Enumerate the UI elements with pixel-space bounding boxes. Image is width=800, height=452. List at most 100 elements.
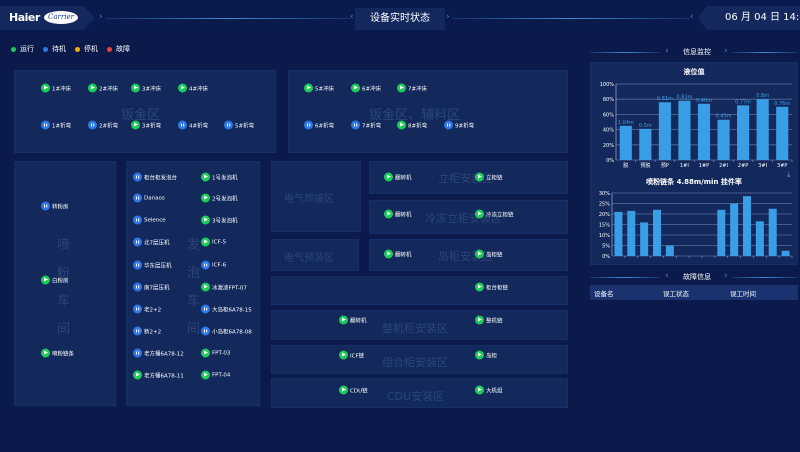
bar xyxy=(627,210,636,256)
device-upright[interactable]: 翻转机 xyxy=(384,172,412,182)
device-foam[interactable]: 小岛柜6A78-08 xyxy=(201,326,252,336)
pause-icon xyxy=(201,260,210,270)
device-foam[interactable]: 华东层压机 xyxy=(133,260,172,270)
device-foam[interactable]: ICF-6 xyxy=(201,260,226,270)
device-foam[interactable]: 老2+2 xyxy=(133,304,162,314)
device-foam[interactable]: Danaos xyxy=(133,193,165,203)
play-icon xyxy=(384,209,393,219)
device-label: 老2+2 xyxy=(144,307,162,313)
device-combo[interactable]: 岛柜 xyxy=(475,350,497,360)
blue-dot-icon xyxy=(43,46,48,52)
pause-icon xyxy=(178,120,187,130)
device-whole[interactable]: 整机链 xyxy=(475,315,503,325)
y-tick-label: 25% xyxy=(599,202,610,208)
device-upright[interactable]: 立柜链 xyxy=(475,172,503,182)
monitor-title: 信息监控 xyxy=(683,48,711,56)
status-legend: 运行 待机 停机 故障 xyxy=(11,44,130,54)
pause-icon xyxy=(133,193,142,203)
play-icon xyxy=(201,237,210,247)
zone-label: 钣金区 xyxy=(121,108,161,123)
device-label: ICF-5 xyxy=(212,239,227,245)
device-sheet_metal[interactable]: 2#冲床 xyxy=(88,83,118,93)
device-sheet_aux[interactable]: 9#折弯 xyxy=(444,120,474,130)
device-foam[interactable]: 大岛柜6A78-15 xyxy=(201,304,252,314)
zone-label: 间 xyxy=(187,322,201,337)
play-icon xyxy=(201,370,210,380)
device-sheet_metal[interactable]: 3#折弯 xyxy=(131,120,161,130)
device-powder[interactable]: 喷粉链条 xyxy=(41,348,75,358)
device-island[interactable]: 翻转机 xyxy=(384,249,412,259)
device-foam[interactable]: 新2+2 xyxy=(133,326,161,336)
device-counter[interactable]: 柜台柜链 xyxy=(475,282,508,292)
y-tick-label: 30% xyxy=(599,191,610,197)
bar xyxy=(743,196,751,256)
device-sheet_aux[interactable]: 7#冲床 xyxy=(397,83,427,93)
chevron-right-icon: › xyxy=(724,46,728,56)
device-label: 5#折弯 xyxy=(235,123,255,129)
device-label: 转粉房 xyxy=(52,204,69,210)
device-sheet_metal[interactable]: 4#折弯 xyxy=(178,120,208,130)
device-powder[interactable]: 白粉房 xyxy=(41,275,69,285)
play-icon xyxy=(41,275,50,285)
device-foam[interactable]: 北7层压机 xyxy=(133,237,170,247)
device-foam[interactable]: 2号发泡机 xyxy=(201,193,238,203)
device-island[interactable]: 岛柜链 xyxy=(475,249,503,259)
data-label: 0.5m xyxy=(639,123,652,129)
column-header: 设备名 xyxy=(594,289,614,298)
device-sheet_metal[interactable]: 3#冲床 xyxy=(131,83,161,93)
x-tick-label: 预P xyxy=(661,162,669,169)
device-cdu[interactable]: CDU链 xyxy=(339,385,368,395)
device-foam[interactable]: 老方桶6A78-12 xyxy=(133,348,184,358)
device-foam[interactable]: FPT-03 xyxy=(201,348,230,358)
device-label: 岛柜链 xyxy=(486,252,503,258)
device-foam[interactable]: FPT-04 xyxy=(201,370,230,380)
divider xyxy=(106,18,351,19)
device-sheet_aux[interactable]: 7#折弯 xyxy=(351,120,381,130)
device-sheet_aux[interactable]: 8#折弯 xyxy=(397,120,427,130)
device-foam[interactable]: 柜台柜发泡台 xyxy=(133,172,177,182)
device-foam[interactable]: 南7层压机 xyxy=(133,282,170,292)
bar xyxy=(730,203,739,256)
zone-label: 整机柜安装区 xyxy=(382,322,448,335)
device-sheet_metal[interactable]: 2#折弯 xyxy=(88,120,118,130)
device-combo[interactable]: ICF链 xyxy=(339,350,364,360)
device-cdu[interactable]: 大机组 xyxy=(475,385,503,395)
download-icon[interactable]: ⤓ xyxy=(787,170,791,179)
device-foam[interactable]: 冰激凌FPT-07 xyxy=(201,282,247,292)
device-powder[interactable]: 转粉房 xyxy=(41,201,69,211)
pause-icon xyxy=(133,304,142,314)
bar xyxy=(653,209,661,256)
x-tick-label: 3#I xyxy=(758,163,767,169)
x-tick-label: 脱 xyxy=(623,162,628,169)
play-icon xyxy=(201,172,210,182)
play-icon xyxy=(133,370,142,380)
pause-icon xyxy=(304,120,313,130)
bar xyxy=(717,119,730,160)
pause-icon xyxy=(133,326,142,336)
device-sheet_metal[interactable]: 4#冲床 xyxy=(178,83,208,93)
device-foam[interactable]: 老方桶6A78-11 xyxy=(133,370,184,380)
device-frozen[interactable]: 翻转机 xyxy=(384,209,412,219)
device-sheet_metal[interactable]: 1#冲床 xyxy=(41,83,71,93)
device-label: 北7层压机 xyxy=(144,240,170,246)
device-foam[interactable]: 3号发泡机 xyxy=(201,215,238,225)
device-whole[interactable]: 翻转机 xyxy=(339,315,367,325)
device-label: 老方桶6A78-11 xyxy=(144,373,184,379)
device-sheet_metal[interactable]: 5#折弯 xyxy=(224,120,255,130)
device-foam[interactable]: Selence xyxy=(133,215,166,225)
bar xyxy=(639,128,652,160)
play-icon xyxy=(397,120,406,130)
device-sheet_aux[interactable]: 6#冲床 xyxy=(351,83,381,93)
panel-combo: 组合柜安装区 xyxy=(271,345,568,374)
device-foam[interactable]: 1号发泡机 xyxy=(201,172,238,182)
pause-icon xyxy=(133,282,142,292)
device-foam[interactable]: ICF-5 xyxy=(201,237,227,247)
device-sheet_aux[interactable]: 6#折弯 xyxy=(304,120,334,130)
play-icon xyxy=(384,172,393,182)
device-sheet_metal[interactable]: 1#折弯 xyxy=(41,120,71,130)
device-label: 喷粉链条 xyxy=(52,351,75,357)
red-dot-icon xyxy=(107,46,112,52)
device-sheet_aux[interactable]: 5#冲床 xyxy=(304,83,334,93)
device-frozen[interactable]: 冷冻立柜链 xyxy=(475,209,514,219)
bar xyxy=(640,222,649,256)
